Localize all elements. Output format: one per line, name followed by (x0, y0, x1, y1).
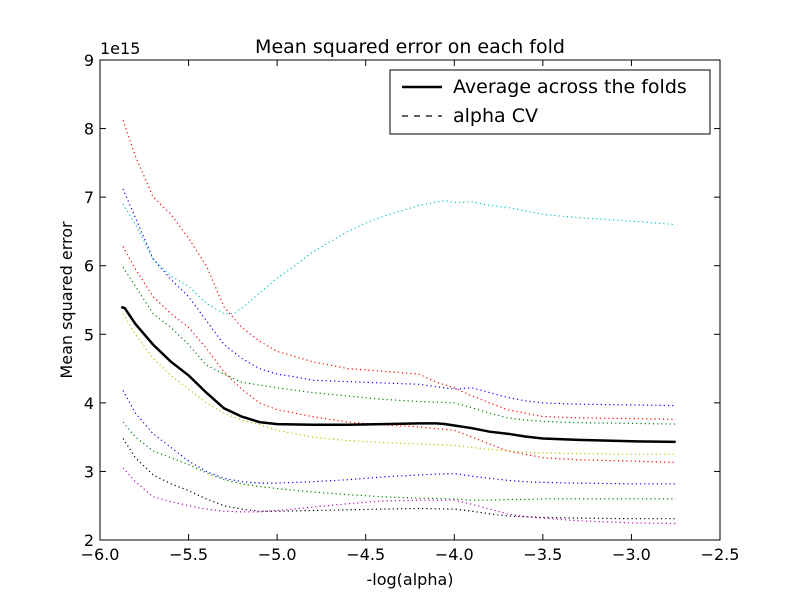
x-tick-label-0: −6.0 (81, 545, 120, 564)
x-tick-label-3: −4.5 (346, 545, 385, 564)
y-axis-multiplier: 1e15 (100, 39, 140, 58)
y-axis-title: Mean squared error (57, 221, 76, 379)
x-axis-title: -log(alpha) (367, 570, 454, 589)
plot-frame (99, 59, 721, 541)
y-tick-label-4: 6 (84, 257, 94, 276)
y-tick-label-2: 4 (84, 394, 94, 413)
x-tick-label-2: −5.0 (258, 545, 297, 564)
series-average-line (120, 305, 676, 444)
y-tick-label-0: 2 (84, 531, 94, 550)
y-tick-label-6: 8 (84, 120, 94, 139)
legend: Average across the folds alpha CV (389, 69, 711, 135)
fold-line-4 (122, 246, 676, 464)
x-tick-label-5: −3.5 (523, 545, 562, 564)
fold-line-9 (122, 438, 676, 520)
series-layer (120, 120, 676, 525)
legend-label-alpha-cv: alpha CV (453, 105, 538, 127)
fold-line-5 (122, 266, 676, 425)
fold-line-10 (122, 467, 676, 525)
legend-label-average: Average across the folds (453, 76, 687, 98)
x-tick-label-6: −3.0 (612, 545, 651, 564)
y-tick-label-1: 3 (84, 462, 94, 481)
x-tick-label-4: −4.0 (435, 545, 474, 564)
ticks-layer: −6.0 −5.5 −5.0 −4.5 −4.0 −3.5 −3.0 −2.5 2 3 4 5 6 7 8 9 (81, 51, 740, 564)
x-tick-label-1: −5.5 (169, 545, 208, 564)
fold-line-6 (122, 313, 676, 455)
chart-title: Mean squared error on each fold (255, 36, 565, 58)
fold-line-7 (122, 390, 676, 485)
y-tick-label-5: 7 (84, 188, 94, 207)
y-tick-label-7: 9 (84, 51, 94, 70)
y-tick-label-3: 5 (84, 325, 94, 344)
legend-box (389, 69, 711, 135)
fold-line-2 (122, 188, 676, 407)
x-tick-label-7: −2.5 (701, 545, 740, 564)
